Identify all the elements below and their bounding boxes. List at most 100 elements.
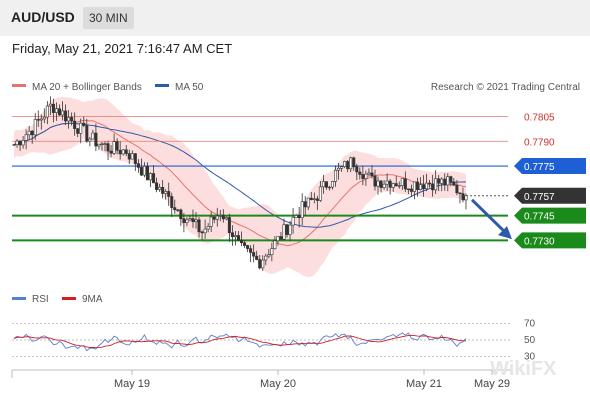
candle bbox=[258, 254, 262, 270]
candle-body bbox=[115, 141, 119, 151]
candle-body bbox=[85, 125, 89, 142]
candle-body bbox=[94, 132, 98, 147]
candle bbox=[252, 244, 256, 263]
candle bbox=[267, 249, 271, 259]
candle bbox=[142, 162, 146, 178]
candle bbox=[306, 197, 310, 211]
candle-body bbox=[112, 141, 116, 154]
candle-body bbox=[100, 143, 104, 145]
candle bbox=[64, 104, 68, 125]
candle bbox=[73, 112, 77, 136]
candle bbox=[270, 242, 274, 262]
candle bbox=[30, 129, 34, 144]
candle bbox=[188, 215, 192, 222]
candle bbox=[312, 192, 316, 204]
candle-body bbox=[443, 178, 447, 186]
candle-body bbox=[152, 173, 156, 184]
candle-body bbox=[230, 232, 234, 238]
candle bbox=[285, 223, 289, 238]
candle bbox=[176, 208, 180, 212]
candle bbox=[164, 189, 168, 200]
rsi-legend-swatch bbox=[12, 297, 26, 300]
candle-body bbox=[252, 252, 256, 257]
candle-body bbox=[255, 255, 259, 260]
candle-body bbox=[200, 231, 204, 234]
candle-body bbox=[215, 215, 219, 220]
candle bbox=[288, 220, 292, 242]
candle-body bbox=[418, 184, 422, 190]
candle-body bbox=[51, 103, 55, 113]
candle bbox=[385, 173, 389, 192]
candle-body bbox=[461, 193, 465, 201]
candle-body bbox=[279, 236, 283, 240]
candle bbox=[321, 174, 325, 194]
level-0-7790-label: 0.7790 bbox=[524, 137, 555, 148]
candle-body bbox=[149, 173, 153, 181]
candle bbox=[145, 162, 149, 181]
candle bbox=[118, 141, 122, 160]
candle-body bbox=[209, 216, 213, 227]
candle bbox=[200, 230, 204, 240]
candle bbox=[124, 145, 128, 157]
candle-body bbox=[282, 224, 286, 240]
candle bbox=[279, 231, 283, 240]
candle-body bbox=[397, 185, 401, 187]
candle-body bbox=[206, 226, 210, 230]
watermark: WikiFX bbox=[490, 358, 557, 380]
candle-body bbox=[385, 180, 389, 185]
candle bbox=[94, 123, 98, 152]
candle bbox=[215, 207, 219, 227]
candle bbox=[358, 167, 362, 180]
candle-body bbox=[367, 172, 371, 175]
candle-body bbox=[170, 196, 174, 208]
level-0-7730-tag bbox=[514, 232, 586, 249]
credit-label: Research © 2021 Trading Central bbox=[431, 82, 580, 93]
candle-body bbox=[243, 242, 247, 246]
candle-body bbox=[306, 197, 310, 208]
candle bbox=[334, 165, 338, 187]
rsi-legend: RSI 9MA bbox=[12, 294, 103, 305]
level-0-7745-tag bbox=[514, 207, 586, 224]
candle bbox=[294, 213, 298, 218]
candle-body bbox=[455, 184, 459, 194]
candle-body bbox=[327, 186, 331, 189]
candle-body bbox=[349, 157, 353, 170]
candle-body bbox=[285, 224, 289, 235]
candle bbox=[15, 139, 19, 148]
candle bbox=[179, 208, 183, 226]
candle bbox=[100, 142, 104, 151]
candle-body bbox=[236, 235, 240, 241]
candle bbox=[449, 175, 453, 187]
candle-body bbox=[227, 217, 231, 234]
candle bbox=[349, 156, 353, 173]
candle bbox=[324, 181, 328, 190]
candle-body bbox=[88, 138, 92, 142]
candle bbox=[33, 112, 37, 140]
candle bbox=[382, 180, 386, 190]
candle-body bbox=[76, 128, 80, 134]
candle-body bbox=[127, 153, 131, 160]
candle bbox=[309, 192, 313, 201]
candle bbox=[88, 137, 92, 147]
timeframe-badge[interactable]: 30 MIN bbox=[83, 7, 134, 29]
candle-body bbox=[106, 143, 110, 152]
timestamp: Friday, May 21, 2021 7:16:47 AM CET bbox=[12, 41, 233, 56]
level-0-7805-label: 0.7805 bbox=[524, 112, 555, 123]
candle-body bbox=[133, 153, 137, 164]
candle bbox=[139, 158, 143, 177]
candle bbox=[112, 133, 116, 156]
candle-body bbox=[155, 182, 159, 190]
candle-body bbox=[61, 110, 65, 116]
candle bbox=[152, 165, 156, 184]
candle-body bbox=[331, 181, 335, 188]
candle bbox=[203, 219, 207, 239]
candle-body bbox=[261, 259, 265, 269]
ma20-legend-swatch bbox=[12, 84, 26, 87]
candle bbox=[431, 174, 435, 197]
candle bbox=[437, 174, 441, 192]
candle-body bbox=[446, 176, 450, 186]
candle-body bbox=[70, 117, 74, 122]
candle bbox=[412, 181, 416, 200]
candle bbox=[355, 163, 359, 181]
candle-body bbox=[246, 245, 250, 249]
